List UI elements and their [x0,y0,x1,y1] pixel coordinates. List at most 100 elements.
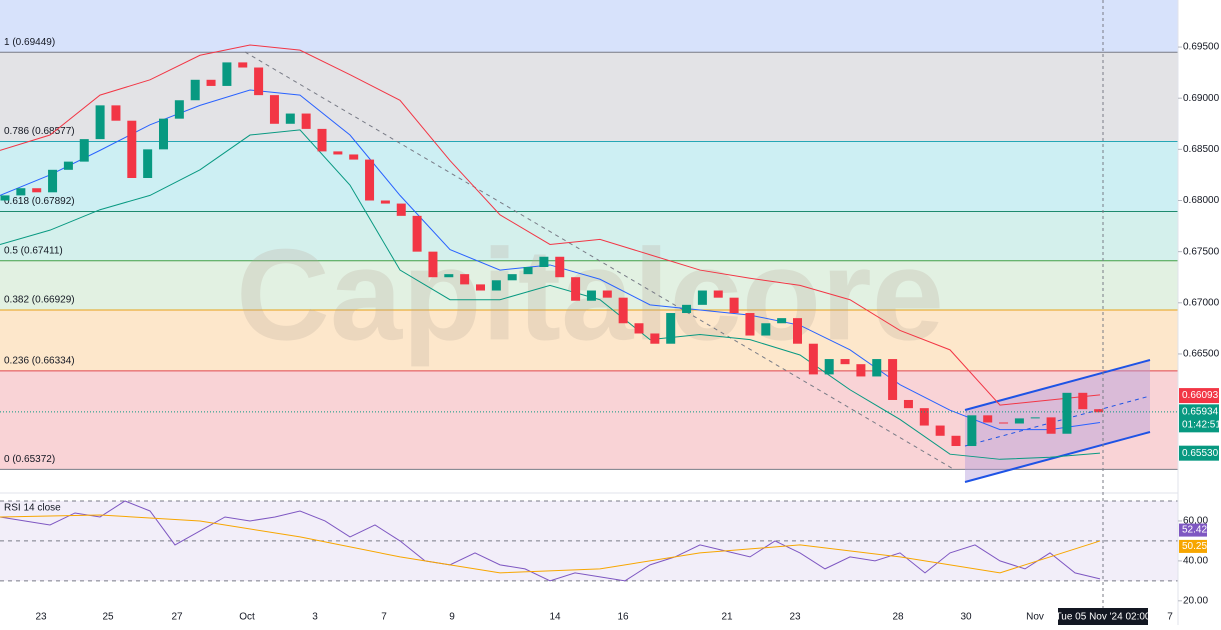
countdown: 01:42:51 [1182,419,1221,430]
channel-fill [965,360,1150,482]
rsi-tick-label: 20.00 [1183,595,1208,606]
rsi-tag-label: 50.25 [1182,541,1207,552]
x-tick-label: 25 [102,612,114,623]
fib-label: 0.5 (0.67411) [4,245,63,256]
x-tick-label: Oct [239,612,255,623]
y-tick-label: 0.68500 [1183,144,1220,155]
candle [729,297,739,314]
candle [444,274,454,278]
y-tick-label: 0.66500 [1183,349,1220,360]
zone [0,310,1178,371]
rsi-pane: RSI 14 close [0,500,1178,582]
fib-label: 0 (0.65372) [4,454,55,465]
candle [206,79,216,86]
candle [697,290,707,305]
rsi-tick-label: 40.00 [1183,556,1208,567]
price-tag-label: 0.65934 [1182,406,1219,417]
candle [951,435,961,447]
x-tick-label: Nov [1026,612,1044,623]
trend-line [244,51,956,471]
fib-label: 0.236 (0.66334) [4,356,75,367]
candle [808,343,818,375]
candle [79,139,89,162]
candle [222,62,232,86]
price-tag [1179,404,1219,433]
y-tick-label: 0.69500 [1183,42,1220,53]
x-tick-label: 7 [381,612,387,623]
candle [32,188,42,193]
candle [174,100,184,119]
x-tick-label: 16 [617,612,629,623]
zone [0,52,1178,142]
candle [1094,409,1104,413]
candle [745,313,755,336]
zone [0,370,1178,470]
candle [460,274,470,285]
band-line [0,129,1101,460]
rsi-band [0,500,1178,581]
candle [396,203,406,216]
candle [365,159,375,201]
candle [586,290,596,301]
y-tick-label: 0.67000 [1183,297,1220,308]
candle [793,318,802,344]
candle [190,79,200,101]
candle [840,359,850,365]
candle [935,425,945,436]
candle [903,399,913,409]
candle [95,105,105,140]
candle [507,274,517,281]
y-tick-label: 0.67500 [1183,246,1220,257]
price-tag [1179,445,1219,461]
candle [254,67,264,96]
candle [333,151,343,155]
rsi-tag [1179,539,1207,553]
candle [999,422,1009,424]
candle [476,284,485,291]
zone [0,211,1178,261]
candle [127,120,137,178]
zone [0,0,1178,53]
candle [666,313,676,344]
y-tick-label: 0.68000 [1183,195,1220,206]
band-line [0,44,1101,406]
price-tag-label: 0.66093 [1182,390,1219,401]
candle [16,188,26,196]
fib-zones: 1 (0.69449) 0.786 (0.68577) 0.618 (0.67892… [0,0,1178,490]
candle [349,154,359,160]
candle [269,95,279,124]
time-highlight [1058,608,1148,625]
fib-label: 0.382 (0.66929) [4,295,75,306]
x-tick-label: 3 [312,612,318,623]
candle [238,62,248,68]
candle [872,359,882,377]
rsi-line [0,500,1101,582]
rsi-tick-label: 60.00 [1183,516,1208,527]
fib-label: 1 (0.69449) [4,37,55,48]
candle [63,161,73,170]
zone [0,469,1178,490]
fib-label: 0.786 (0.68577) [4,126,75,137]
candle [539,256,549,267]
candle [571,277,581,301]
channel-upper [964,359,1151,411]
candle [412,215,422,252]
x-tick-label: 27 [171,612,183,623]
candle [1078,392,1088,410]
rsi-title: RSI 14 close [4,503,61,514]
candle [491,280,501,291]
candle [317,128,327,152]
rsi-tag [1179,523,1207,537]
candle [48,169,58,193]
x-tick-label: Tue 05 Nov '24 02:00 [1056,612,1151,623]
candle [713,290,723,298]
axes: 0.69500 0.69000 0.68500 0.68000 0.67500 0.670… [35,42,1221,625]
x-tick-label: 14 [549,612,561,623]
candle [143,149,153,178]
candle [967,415,977,447]
candle [1030,417,1040,419]
candle [856,364,866,377]
candle [618,297,628,324]
x-tick-label: 30 [960,612,972,623]
